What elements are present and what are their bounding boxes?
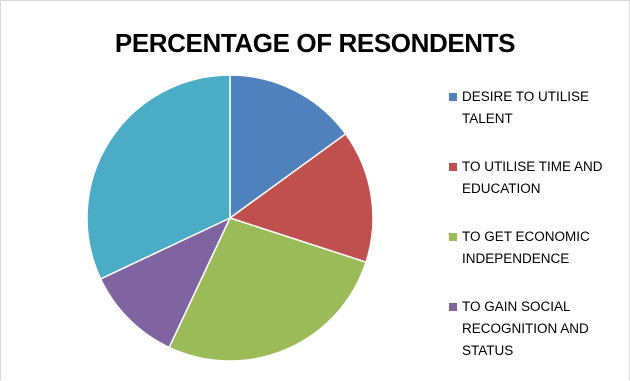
pie-slice-economic-independence: [168, 217, 367, 362]
legend-swatch: [449, 233, 457, 241]
legend-label: TO GAIN SOCIAL RECOGNITION AND STATUS: [462, 299, 589, 358]
legend-item-economic-independence: TO GET ECONOMIC INDEPENDENCE: [440, 226, 630, 296]
legend-item-time-education: TO UTILISE TIME AND EDUCATION: [440, 156, 630, 226]
legend-item-social-recognition: TO GAIN SOCIAL RECOGNITION AND STATUS: [440, 296, 630, 366]
legend-label: DESIRE TO UTILISE TALENT: [462, 89, 590, 126]
chart-title: PERCENTAGE OF RESONDENTS: [114, 28, 516, 58]
pie-slice-talent: [229, 74, 347, 220]
pie-slice-unlabeled: [86, 74, 231, 280]
legend-label: TO UTILISE TIME AND EDUCATION: [462, 159, 603, 196]
legend-swatch: [449, 163, 457, 171]
pie-slice-social-recognition: [99, 216, 232, 349]
legend: DESIRE TO UTILISE TALENT TO UTILISE TIME…: [440, 86, 630, 366]
pie-slice-time-education: [228, 132, 374, 264]
legend-label: TO GET ECONOMIC INDEPENDENCE: [462, 229, 590, 266]
legend-swatch: [449, 93, 457, 101]
legend-item-talent: DESIRE TO UTILISE TALENT: [440, 86, 630, 156]
legend-swatch: [449, 303, 457, 311]
